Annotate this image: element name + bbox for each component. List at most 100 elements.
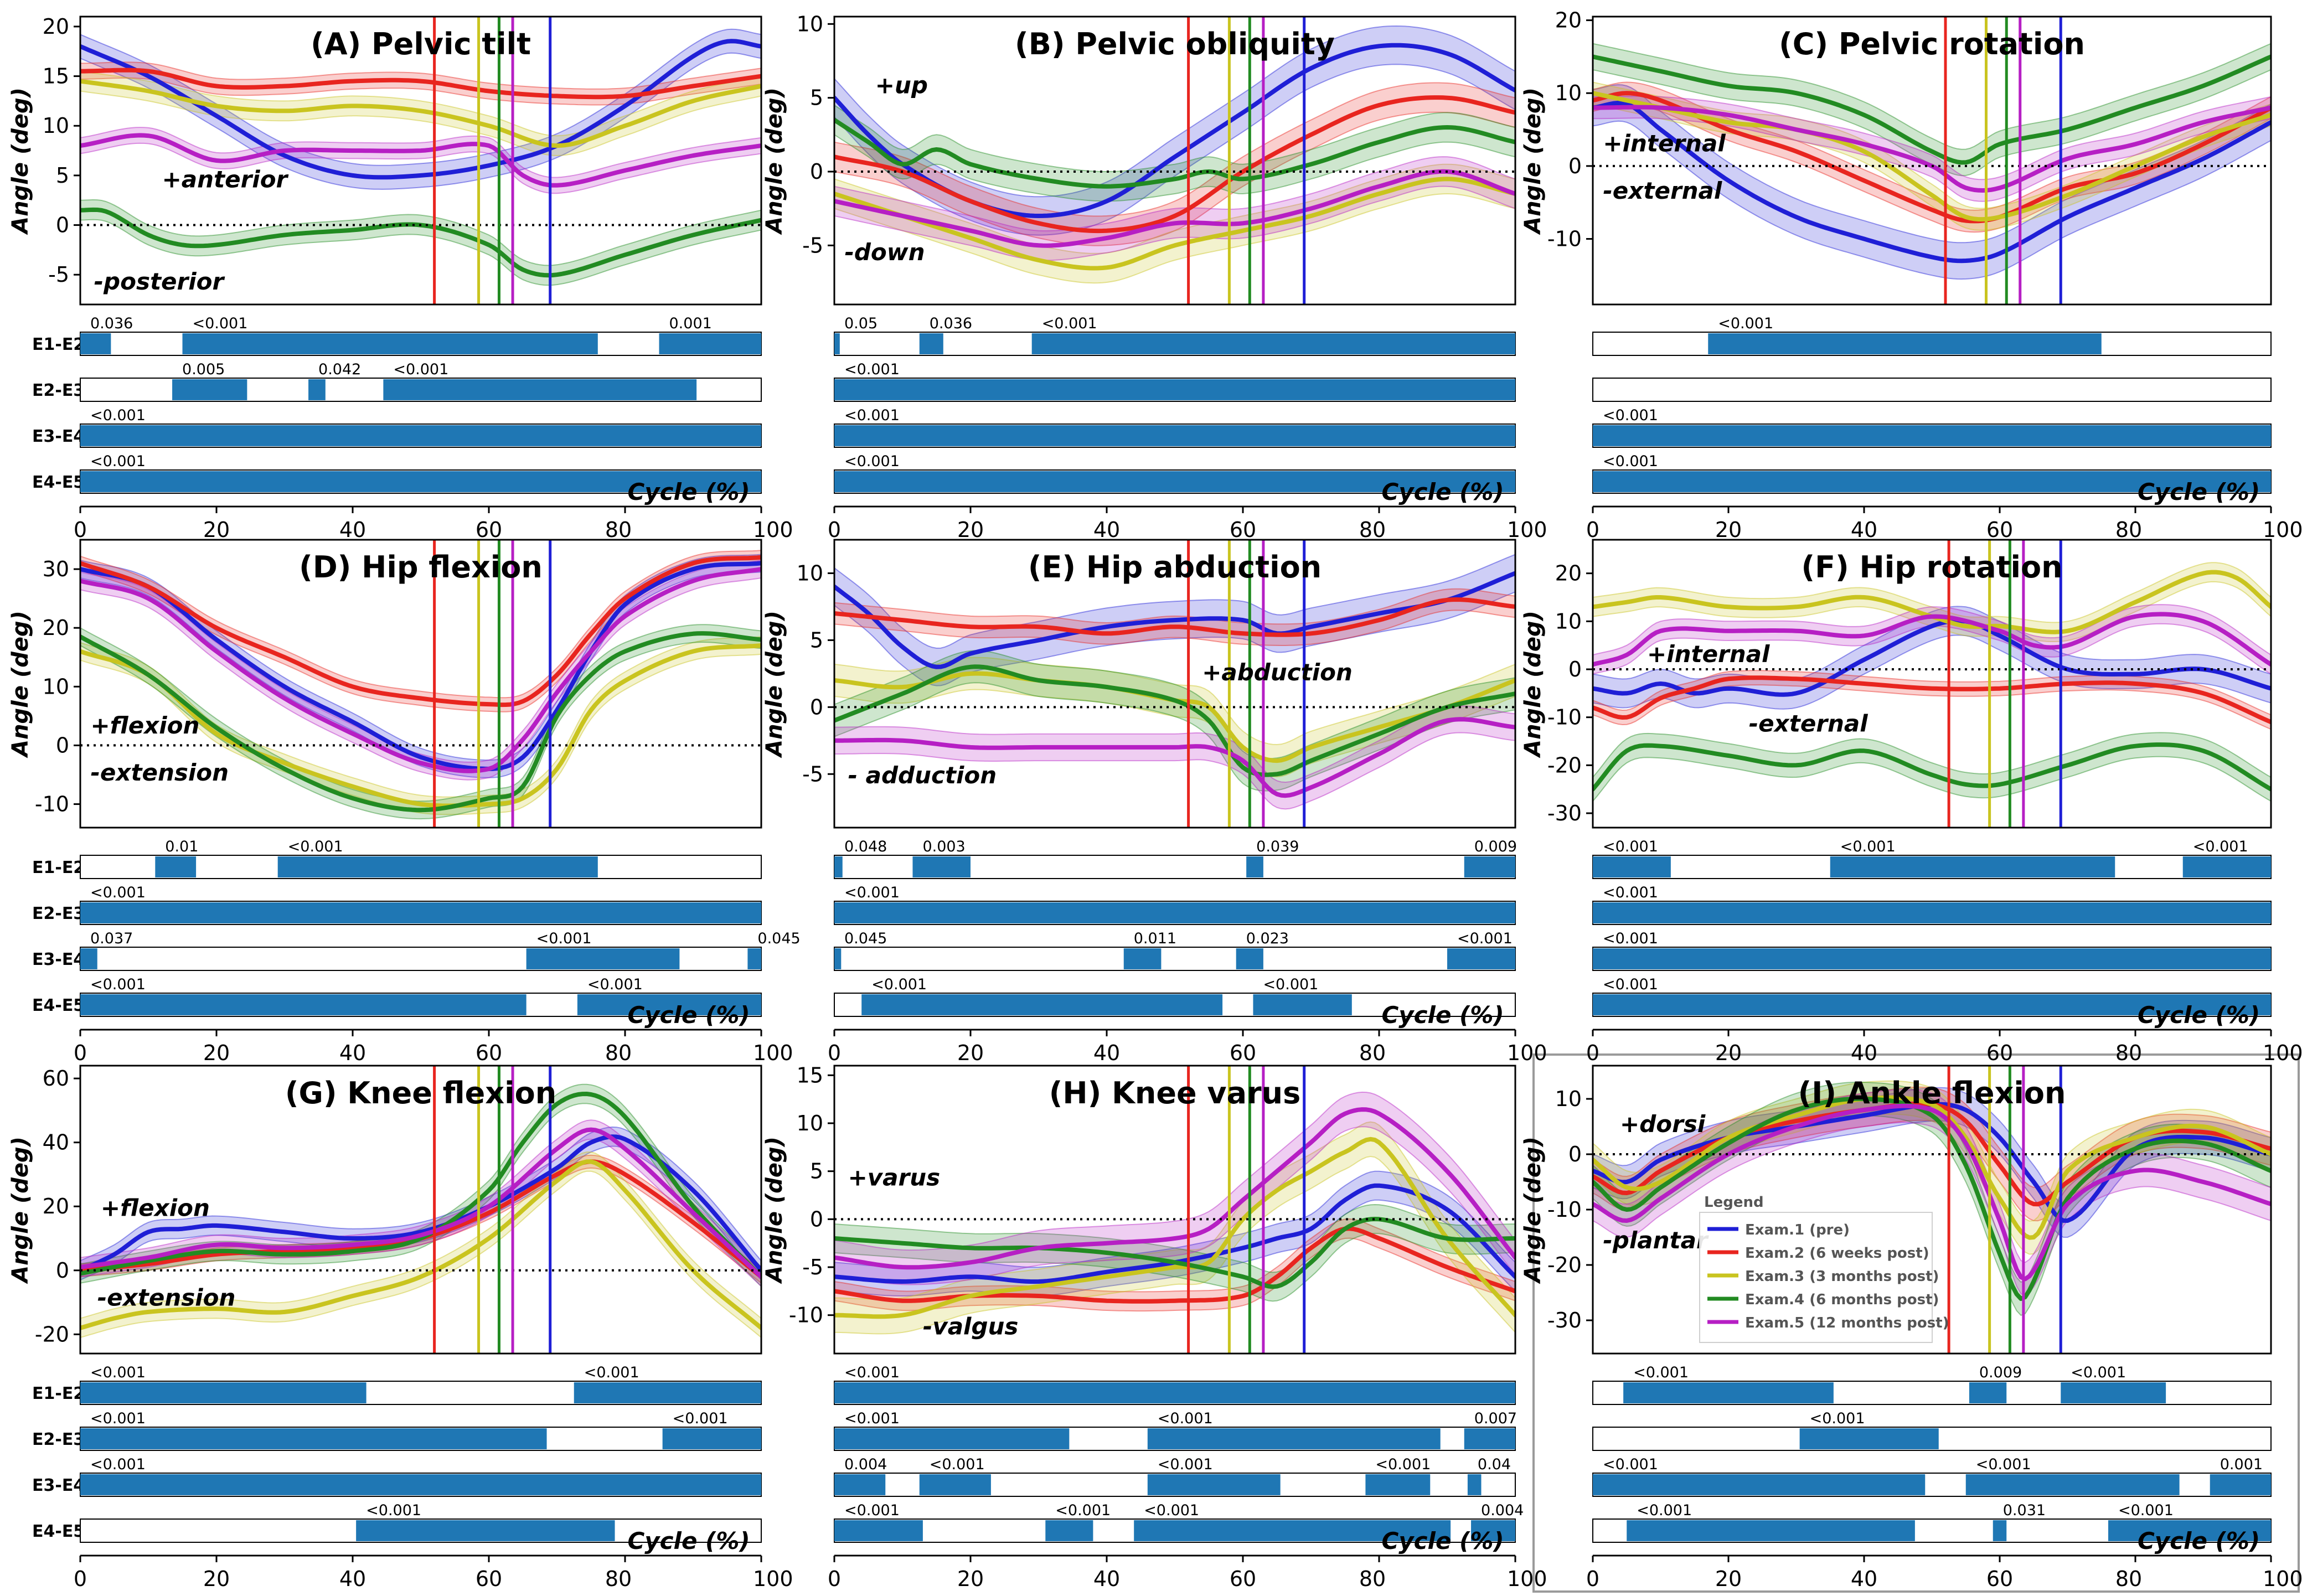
panel-title: (A) Pelvic tilt	[311, 27, 531, 61]
x-tick-label: 80	[1359, 1041, 1386, 1065]
p-value-label: <0.001	[1263, 976, 1318, 993]
plot-frame	[79, 1065, 762, 1355]
stat-bar-segment	[1593, 856, 1671, 877]
series-band-exam5	[80, 127, 761, 194]
series-band-exam2	[834, 1218, 1515, 1312]
stat-row-label: E4-E5	[32, 473, 85, 492]
p-value-label: 0.037	[90, 930, 133, 947]
direction-annotation: -external	[1603, 177, 1722, 204]
x-tick-label: 20	[1715, 1567, 1742, 1591]
y-tick-label: 30	[43, 557, 69, 581]
x-tick-label: 40	[1851, 1041, 1877, 1065]
y-tick-label: -10	[1547, 227, 1582, 251]
y-tick-label: -10	[35, 792, 69, 817]
stat-bar-segment	[834, 1382, 1515, 1403]
y-tick-label: 0	[810, 159, 823, 184]
p-value-label: <0.001	[1055, 1502, 1111, 1519]
x-tick-label: 20	[203, 1041, 230, 1065]
p-value-label: 0.01	[165, 838, 198, 855]
stat-bar-segment	[577, 994, 761, 1015]
x-tick-label: 20	[1715, 1041, 1742, 1065]
stat-bar-segment	[308, 379, 326, 400]
p-value-label: <0.001	[1718, 315, 1773, 332]
p-value-label: <0.001	[587, 976, 643, 993]
y-tick-label: 5	[810, 86, 823, 110]
direction-annotation: +varus	[848, 1164, 941, 1191]
stat-bar-track	[834, 947, 1516, 971]
series-line-exam5	[834, 169, 1515, 248]
panel-b: -5 0 5 10 Angle (deg) (B) Pelvic obliquity +up…	[762, 12, 1547, 542]
x-axis-label: Cycle (%)	[627, 478, 750, 505]
p-value-label: 0.005	[182, 361, 225, 378]
plot-frame	[1592, 16, 2272, 306]
y-tick-label: 10	[1555, 81, 1582, 105]
x-tick-label: 100	[753, 1041, 793, 1065]
x-tick-label: 100	[1507, 1567, 1547, 1591]
series-line-exam3	[1593, 1095, 2271, 1240]
p-value-label: 0.039	[1256, 838, 1299, 855]
panel-title: (H) Knee varus	[1049, 1076, 1301, 1111]
direction-annotation: -extension	[97, 1284, 236, 1311]
plot-area	[1593, 1080, 2271, 1316]
series-band-exam4	[1593, 43, 2271, 177]
stat-bar-segment	[834, 856, 843, 877]
p-value-label: <0.001	[1603, 976, 1658, 993]
x-tick-label: 20	[203, 518, 230, 542]
x-tick-label: 100	[1507, 1041, 1547, 1065]
series-band-exam2	[80, 61, 761, 106]
stat-bar-segment	[172, 379, 247, 400]
stat-bar-segment	[2061, 1382, 2166, 1403]
p-value-label: <0.001	[1840, 838, 1896, 855]
p-value-label: <0.001	[871, 976, 927, 993]
series-band-exam1	[80, 1126, 761, 1281]
x-tick-label: 40	[1093, 518, 1120, 542]
series-line-exam2	[1593, 675, 2271, 725]
panel-d: -10 0 10 20 30 Angle (deg) (D) Hip flexion +fle…	[8, 539, 801, 1065]
x-tick-label: 20	[957, 1041, 984, 1065]
y-tick-label: 20	[1555, 8, 1582, 33]
series-line-exam1	[1593, 618, 2271, 697]
p-value-label: <0.001	[366, 1502, 421, 1519]
plot-area	[834, 1091, 1515, 1335]
x-tick-label: 0	[74, 1041, 87, 1065]
x-tick-label: 0	[1586, 1041, 1599, 1065]
p-value-label: <0.001	[2118, 1502, 2174, 1519]
y-tick-label: 10	[797, 1111, 823, 1135]
y-axis-label: Angle (deg)	[1520, 611, 1546, 758]
p-value-label: <0.001	[1144, 1502, 1199, 1519]
series-band-exam2	[80, 550, 761, 712]
x-tick-label: 60	[1986, 1041, 2013, 1065]
p-value-label: <0.001	[1457, 930, 1513, 947]
x-tick-label: 100	[2263, 1567, 2302, 1591]
series-line-exam2	[834, 597, 1515, 637]
y-tick-label: -20	[1547, 1253, 1582, 1277]
stat-bar-segment	[80, 1382, 367, 1403]
stat-bar-segment	[1471, 1520, 1515, 1541]
series-line-exam4	[1593, 742, 2271, 792]
x-tick-label: 40	[339, 1041, 366, 1065]
p-value-label: 0.036	[90, 315, 133, 332]
plot-area	[834, 25, 1515, 284]
series-line-exam2	[80, 555, 761, 707]
series-line-exam3	[834, 177, 1515, 271]
stat-bar-segment	[277, 856, 598, 877]
series-line-exam5	[834, 717, 1515, 798]
panel-e: -5 0 5 10 Angle (deg) (E) Hip abduction +abduc…	[762, 539, 1547, 1065]
plot-area	[80, 28, 761, 286]
stat-bar-segment	[834, 1474, 886, 1495]
stat-bar-segment	[80, 333, 111, 354]
series-line-exam3	[80, 1159, 761, 1330]
p-value-label: <0.001	[536, 930, 592, 947]
stat-bar-segment	[1467, 1474, 1482, 1495]
x-tick-label: 40	[1093, 1567, 1120, 1591]
p-value-label: <0.001	[1158, 1410, 1213, 1427]
series-line-exam2	[834, 95, 1515, 234]
stat-bar-segment	[834, 333, 840, 354]
x-tick-label: 40	[1851, 1567, 1877, 1591]
y-tick-label: -30	[1547, 1308, 1582, 1332]
y-tick-label: 0	[810, 695, 823, 719]
legend: Legend Exam.1 (pre) Exam.2 (6 weeks post) E…	[1699, 1194, 1949, 1343]
stat-bar-segment	[747, 948, 761, 969]
p-value-label: 0.001	[2220, 1456, 2263, 1473]
plot-area	[834, 554, 1515, 810]
